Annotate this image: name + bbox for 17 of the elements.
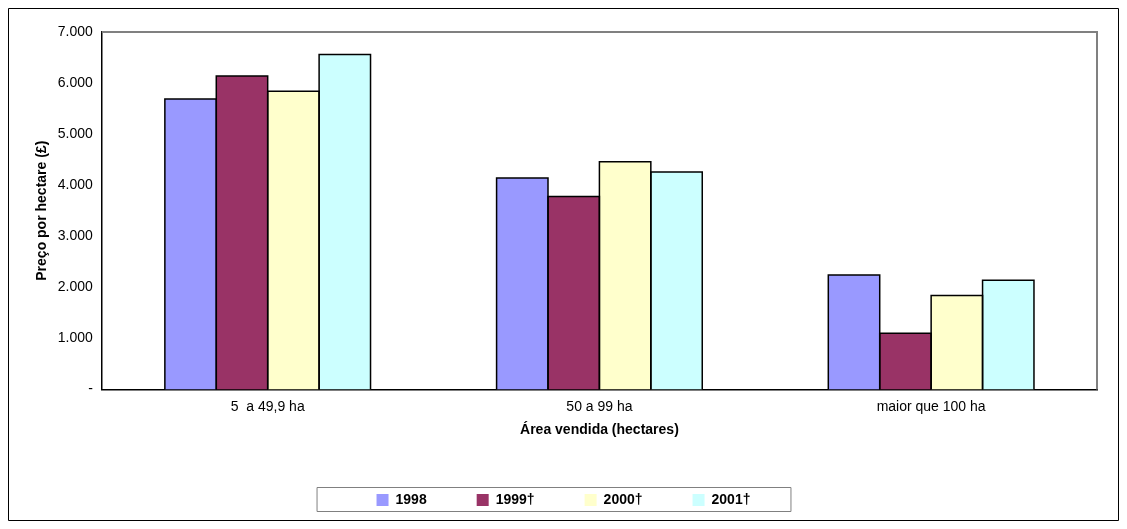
y-tick-label: 6.000 (57, 73, 94, 90)
y-tick-label: 5.000 (57, 124, 94, 141)
y-tick-label: 7.000 (57, 22, 94, 39)
legend-label: 2000† (603, 490, 643, 507)
x-axis-title: Área vendida (hectares) (520, 421, 679, 438)
legend-label: 1998 (395, 490, 427, 507)
x-tick-label: 5 a 49,9 ha (230, 397, 305, 414)
legend-label: 1999† (495, 490, 535, 507)
y-tick-label: 3.000 (57, 227, 94, 244)
x-tick-label: maior que 100 ha (876, 397, 986, 414)
y-tick-label: 4.000 (57, 176, 94, 193)
y-tick-label: 2.000 (57, 278, 94, 295)
y-axis-title: Preço por hectare (£) (33, 140, 50, 281)
x-tick-label: 50 a 99 ha (566, 397, 633, 414)
legend-label: 2001† (711, 490, 751, 507)
y-tick-label: 1.000 (57, 329, 94, 346)
y-tick-label: - (88, 380, 94, 397)
